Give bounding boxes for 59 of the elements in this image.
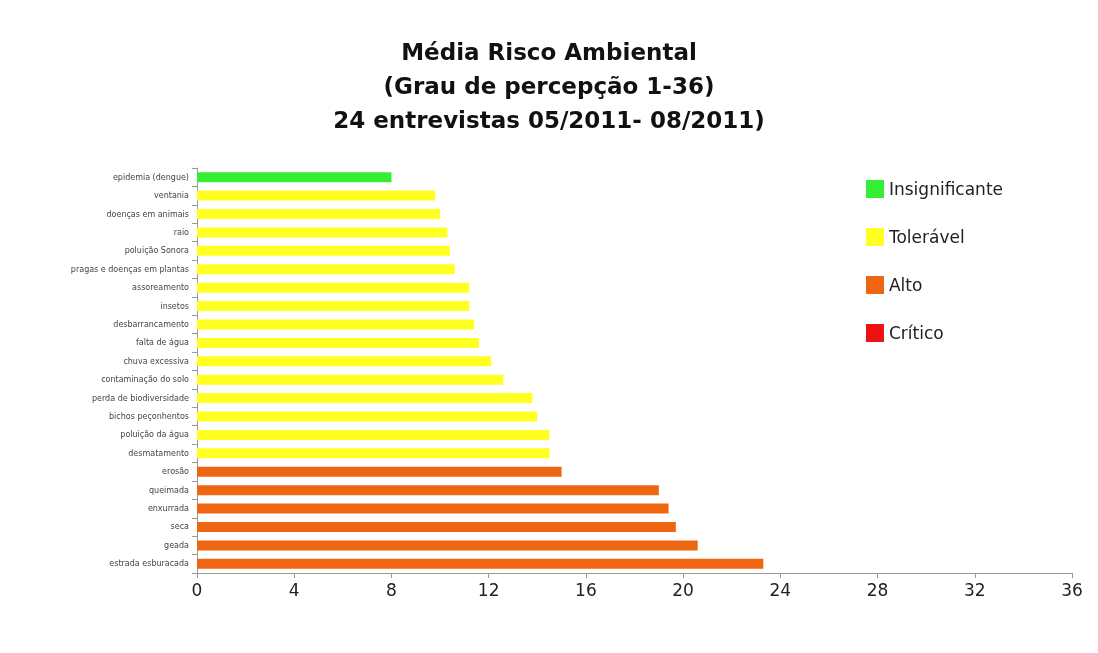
y-tick-label: doenças em animais <box>106 209 189 219</box>
legend-label: Insignificante <box>888 179 1003 199</box>
x-tick-label: 36 <box>1061 579 1083 600</box>
x-tick-label: 32 <box>963 579 986 600</box>
y-tick-label: pragas e doenças em plantas <box>70 264 189 274</box>
bar <box>197 319 475 330</box>
x-tick-label: 12 <box>477 579 500 600</box>
bar <box>197 190 436 201</box>
bar <box>197 264 455 275</box>
bar <box>197 540 698 551</box>
y-tick-label: estrada esburacada <box>109 559 190 569</box>
bar <box>197 558 764 569</box>
y-tick-label: desbarrancamento <box>113 319 190 329</box>
y-tick-label: queimada <box>149 485 190 495</box>
legend-label: Crítico <box>888 323 944 343</box>
y-tick-label: geada <box>164 540 190 550</box>
legend-label: Tolerável <box>887 227 965 247</box>
bar <box>197 521 676 532</box>
bar <box>197 466 562 477</box>
bar <box>197 245 450 256</box>
bar <box>197 172 392 183</box>
y-tick-label: insetos <box>160 301 189 311</box>
bar <box>197 209 441 220</box>
y-tick-label: falta de água <box>135 338 190 348</box>
y-tick-label: assoreamento <box>132 283 190 293</box>
bar <box>197 448 550 459</box>
x-tick-label: 24 <box>769 579 792 600</box>
bar <box>197 282 470 293</box>
y-tick-label: ventania <box>154 191 190 201</box>
bar <box>197 429 550 440</box>
bar <box>197 374 504 385</box>
x-tick-label: 20 <box>672 579 694 600</box>
y-tick-label: perda de biodiversidade <box>91 393 190 403</box>
y-tick-label: chuva excessiva <box>123 356 190 366</box>
x-tick-label: 28 <box>866 579 889 600</box>
y-tick-label: raio <box>173 227 190 237</box>
bar <box>197 393 533 404</box>
y-tick-label: contaminação do solo <box>101 375 190 385</box>
bar <box>197 227 448 238</box>
y-tick-label: poluição da água <box>120 430 190 440</box>
x-tick-label: 0 <box>191 579 203 600</box>
y-tick-label: seca <box>170 522 190 532</box>
y-tick-label: epidemia (dengue) <box>112 172 189 182</box>
x-tick-label: 8 <box>386 579 397 600</box>
x-tick-label: 16 <box>575 579 597 600</box>
y-tick-label: enxurrada <box>147 504 190 514</box>
bar <box>197 411 538 422</box>
bar <box>197 337 479 348</box>
bar <box>197 301 470 312</box>
bar <box>197 503 669 514</box>
y-tick-label: desmatamento <box>128 448 190 458</box>
chart-title: Média Risco Ambiental (Grau de percepção 1-36) 24 entrevistas 05/2011- 08/2011) <box>333 39 765 133</box>
y-tick-label: bichos peçonhentos <box>109 412 189 422</box>
bar <box>197 485 659 496</box>
y-tick-label: poluição Sonora <box>124 246 190 256</box>
y-tick-label: erosão <box>162 467 190 477</box>
x-tick-label: 4 <box>288 579 300 600</box>
legend-label: Alto <box>888 275 923 295</box>
bar <box>197 356 492 367</box>
